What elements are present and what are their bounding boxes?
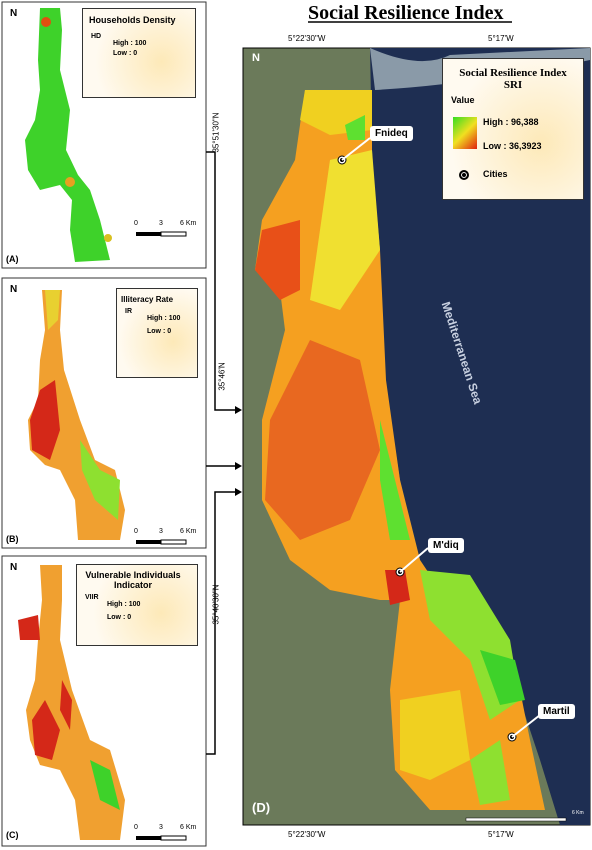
legend-high: High : 100 (147, 315, 181, 322)
scale-label: 6 Km (180, 220, 197, 227)
legend-low: Low : 0 (113, 50, 138, 57)
connector-arrow (206, 151, 236, 755)
region (400, 690, 470, 780)
scale-label: 0 (134, 220, 138, 227)
legend: Illiteracy Rate IR High : 100 Low : 0 (116, 288, 198, 378)
region (104, 234, 112, 242)
legend: Vulnerable Individuals Indicator VIIR Hi… (76, 564, 198, 646)
region (470, 740, 510, 805)
region (60, 680, 72, 730)
scale-label: 6 Km (180, 824, 197, 831)
scale-bar (465, 817, 567, 822)
north-arrow: N (10, 284, 18, 295)
panel-label: (D) (252, 800, 271, 815)
legend-city-marker (459, 170, 469, 180)
legend-high: High : 96,388 (483, 117, 539, 127)
panel-label: (B) (6, 534, 19, 544)
legend-title: Illiteracy Rate (121, 295, 174, 304)
scale-bar (136, 231, 187, 841)
longitude-label: 5°17'W (488, 830, 514, 839)
figure-title: Social Resilience Index (308, 2, 504, 24)
arrow-head (235, 406, 242, 496)
region (310, 150, 380, 310)
region (65, 177, 75, 187)
region (345, 115, 365, 140)
city-label: M'diq (428, 538, 464, 553)
legend: Households Density HD High : 100 Low : 0 (82, 8, 196, 98)
latitude-label: 35°51'30"N (211, 112, 221, 153)
scale-label: 6 Km (572, 810, 584, 816)
panel-label: (C) (6, 830, 19, 840)
region (80, 440, 120, 520)
region (385, 570, 410, 605)
legend-field: VIIR (85, 594, 99, 601)
longitude-label: 5°22'30"W (288, 830, 326, 839)
sea (370, 48, 590, 825)
legend-title: Households Density (89, 15, 176, 25)
color-ramp (453, 117, 477, 149)
north-arrow: N (10, 8, 18, 19)
region (380, 420, 410, 540)
longitude-label: 5°22'30"W (288, 34, 326, 43)
scale-label: 0 (134, 528, 138, 535)
north-arrow: N (252, 52, 260, 64)
city-label: Fnideq (370, 126, 413, 141)
region (41, 17, 51, 27)
latitude-label: 35°46'N (217, 362, 227, 391)
region (32, 700, 60, 760)
city-marker (337, 137, 541, 742)
region (480, 650, 525, 705)
scale-label: 0 (134, 824, 138, 831)
scale-label: 3 (159, 824, 163, 831)
region (45, 290, 60, 330)
region (18, 615, 40, 640)
region (25, 8, 110, 262)
legend-high: High : 100 (107, 601, 141, 608)
region (30, 380, 60, 460)
legend-cities: Cities (483, 169, 508, 179)
panel-label: (A) (6, 254, 19, 264)
legend-low: Low : 0 (107, 614, 132, 621)
legend-title: Vulnerable Individuals Indicator (85, 570, 181, 590)
north-arrow: N (10, 562, 18, 573)
legend-low: Low : 0 (147, 328, 172, 335)
region (265, 340, 380, 540)
legend: Social Resilience Index SRI Value High :… (442, 58, 584, 200)
region (90, 760, 120, 810)
latitude-label: 35°40'30"N (211, 584, 221, 625)
legend-field: HD (91, 33, 102, 40)
scale-label: 6 Km (180, 528, 197, 535)
legend-low: Low : 36,3923 (483, 141, 542, 151)
legend-value-label: Value (451, 95, 475, 105)
city-label: Martil (538, 704, 575, 719)
legend-title: Social Resilience Index (459, 67, 567, 79)
scale-label: 3 (159, 528, 163, 535)
legend-subtitle: SRI (503, 79, 523, 91)
scale-label: 3 (159, 220, 163, 227)
region (255, 220, 300, 300)
legend-field: IR (125, 308, 132, 315)
longitude-label: 5°17'W (488, 34, 514, 43)
legend-high: High : 100 (113, 40, 147, 47)
